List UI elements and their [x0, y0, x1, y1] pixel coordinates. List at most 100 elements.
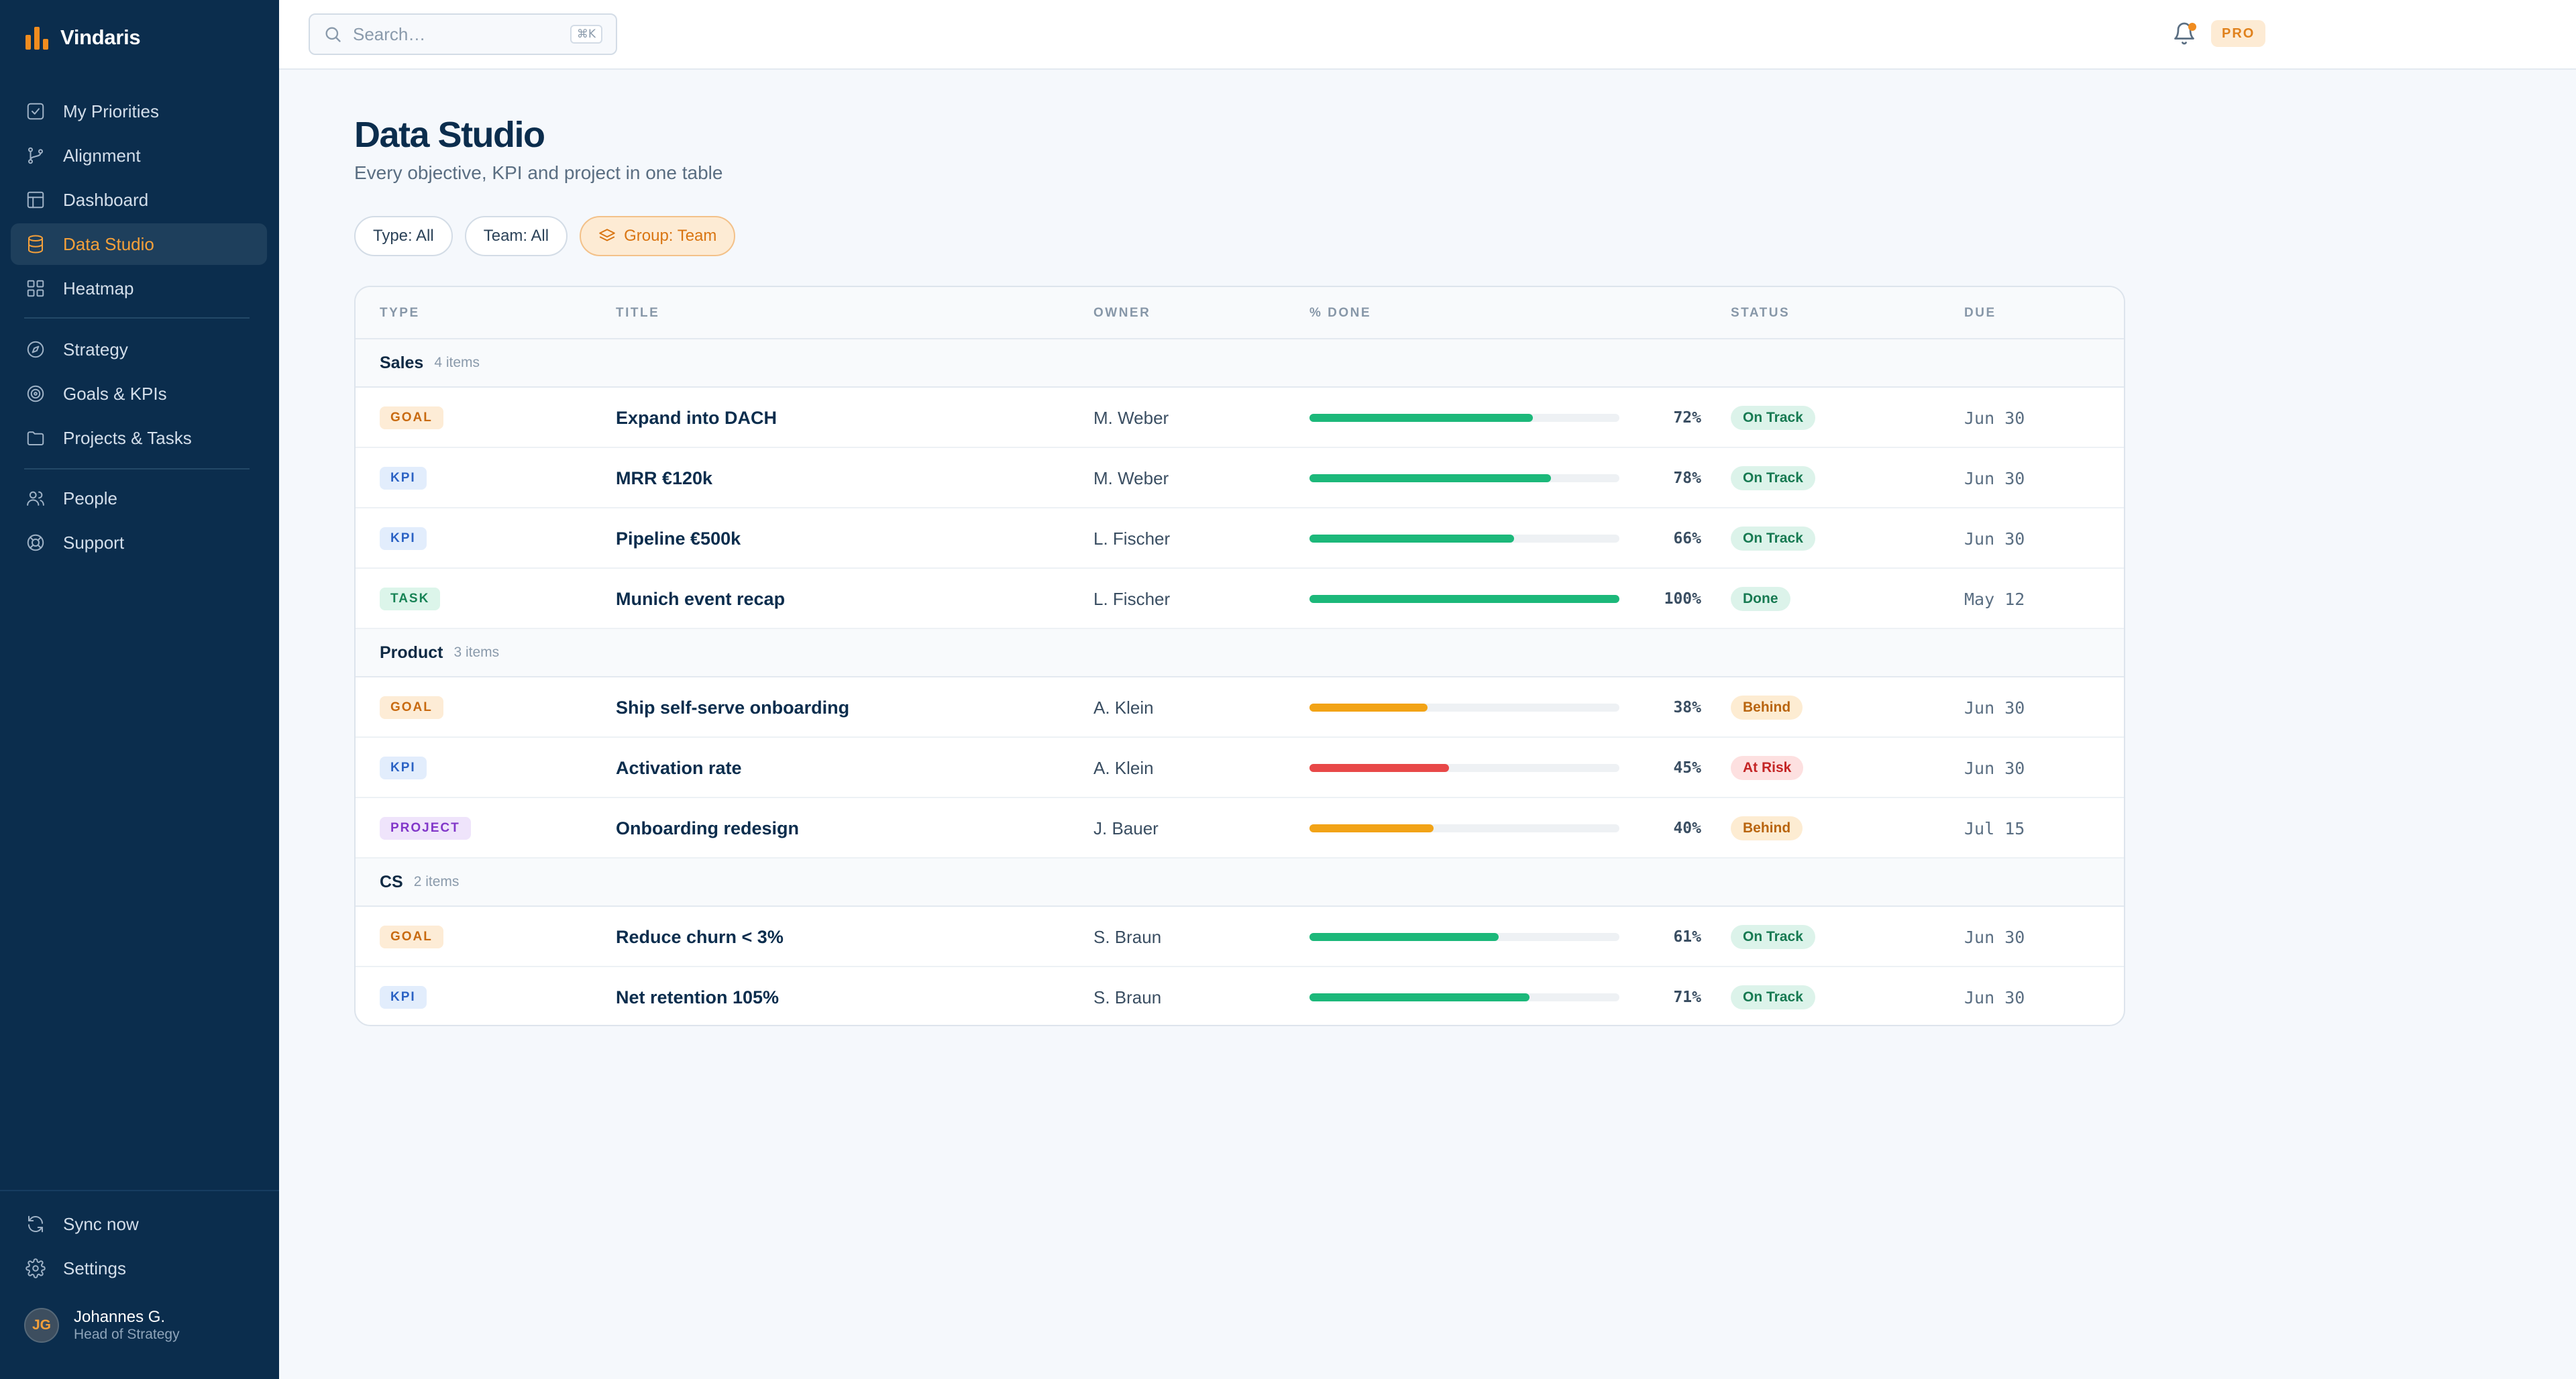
search-input[interactable] — [353, 23, 559, 45]
table-row[interactable]: GOAL Reduce churn < 3% S. Braun 61% On Track… — [356, 907, 2124, 967]
row-owner: M. Weber — [1093, 407, 1169, 428]
sidebar-item-label: People — [63, 488, 117, 508]
progress-fill — [1309, 704, 1428, 712]
bar-chart-logo-icon — [25, 27, 48, 50]
column-header-done[interactable]: % DONE — [1309, 306, 1372, 320]
group-name: CS — [380, 872, 403, 891]
row-title[interactable]: Munich event recap — [616, 588, 786, 609]
progress-fill — [1309, 764, 1449, 772]
search-shortcut-badge: ⌘K — [570, 25, 602, 44]
progress-track — [1309, 993, 1619, 1001]
row-title[interactable]: Pipeline €500k — [616, 528, 741, 549]
sidebar-item-alignment[interactable]: Alignment — [11, 135, 267, 176]
column-header-type[interactable]: TYPE — [380, 306, 420, 320]
table-row[interactable]: PROJECT Onboarding redesign J. Bauer 40% Beh… — [356, 798, 2124, 859]
progress-track — [1309, 764, 1619, 772]
page-subtitle: Every objective, KPI and project in one … — [354, 162, 723, 183]
nav-divider — [24, 317, 250, 319]
team-filter-chip[interactable]: Team: All — [464, 216, 568, 256]
sidebar-item-strategy[interactable]: Strategy — [11, 329, 267, 370]
sidebar-item-people[interactable]: People — [11, 478, 267, 519]
progress-cell: 78% — [1309, 448, 1712, 508]
search-box[interactable]: ⌘K — [309, 13, 617, 55]
brand-name: Vindaris — [60, 25, 141, 49]
status-badge: Behind — [1731, 816, 1803, 840]
table-row[interactable]: KPI MRR €120k M. Weber 78% On Track Jun 30 — [356, 448, 2124, 508]
type-filter-chip[interactable]: Type: All — [354, 216, 453, 256]
row-due-date: Jun 30 — [1964, 987, 2025, 1007]
brand[interactable]: Vindaris — [24, 24, 141, 51]
row-owner: J. Bauer — [1093, 818, 1159, 838]
table-row[interactable]: GOAL Ship self-serve onboarding A. Klein 38… — [356, 677, 2124, 738]
progress-fill — [1309, 824, 1434, 832]
table-row[interactable]: KPI Activation rate A. Klein 45% At Risk Jun … — [356, 738, 2124, 798]
row-due-date: Jun 30 — [1964, 529, 2025, 549]
sidebar-item-label: Alignment — [63, 145, 141, 166]
group-header-product[interactable]: Product 3 items — [356, 629, 2124, 677]
table-row[interactable]: TASK Munich event recap L. Fischer 100% Done… — [356, 569, 2124, 629]
progress-percent: 71% — [1673, 989, 1701, 1006]
table-row[interactable]: KPI Pipeline €500k L. Fischer 66% On Track Ju… — [356, 508, 2124, 569]
sidebar-item-label: Data Studio — [63, 233, 154, 254]
column-header-status[interactable]: STATUS — [1731, 306, 1790, 320]
user-role: Head of Strategy — [74, 1327, 180, 1342]
sidebar-item-sync-now[interactable]: Sync now — [11, 1203, 267, 1245]
progress-cell: 38% — [1309, 677, 1712, 738]
bell-icon[interactable] — [2172, 21, 2196, 46]
sidebar-item-label: Sync now — [63, 1213, 139, 1234]
progress-fill — [1309, 993, 1530, 1001]
sidebar-item-dashboard[interactable]: Dashboard — [11, 179, 267, 221]
group-header-sales[interactable]: Sales 4 items — [356, 339, 2124, 388]
row-owner: S. Braun — [1093, 987, 1162, 1007]
git-branch-icon — [28, 147, 43, 164]
lifebuoy-icon — [27, 534, 44, 551]
group-name: Product — [380, 643, 443, 662]
group-header-cs[interactable]: CS 2 items — [356, 859, 2124, 907]
sidebar-item-support[interactable]: Support — [11, 522, 267, 563]
gear-icon — [25, 1258, 46, 1278]
row-title[interactable]: Net retention 105% — [616, 987, 780, 1007]
plan-badge: PRO — [2211, 20, 2266, 47]
row-title[interactable]: Expand into DACH — [616, 407, 777, 428]
table-row[interactable]: GOAL Expand into DACH M. Weber 72% On Track J… — [356, 388, 2124, 448]
sidebar-item-data-studio[interactable]: Data Studio — [11, 223, 267, 265]
row-owner: M. Weber — [1093, 467, 1169, 488]
progress-track — [1309, 824, 1619, 832]
row-owner: S. Braun — [1093, 926, 1162, 947]
sidebar-item-label: Dashboard — [63, 189, 149, 210]
progress-fill — [1309, 474, 1552, 482]
sidebar-item-my-priorities[interactable]: My Priorities — [11, 91, 267, 132]
sidebar-item-label: Heatmap — [63, 278, 134, 298]
grid-icon — [27, 280, 44, 297]
group-by-label: Group: Team — [624, 227, 717, 245]
row-title[interactable]: Activation rate — [616, 757, 742, 778]
table-row[interactable]: KPI Net retention 105% S. Braun 71% On Track… — [356, 967, 2124, 1025]
status-badge: On Track — [1731, 406, 1815, 430]
sidebar-item-goals-and-kpis[interactable]: Goals & KPIs — [11, 373, 267, 415]
sidebar: Vindaris My Priorities Alignment Dashboard… — [0, 0, 279, 1379]
sidebar-item-projects-and-tasks[interactable]: Projects & Tasks — [11, 417, 267, 459]
progress-percent: 78% — [1673, 470, 1701, 487]
row-due-date: Jul 15 — [1964, 818, 2025, 838]
column-header-title[interactable]: TITLE — [616, 306, 660, 320]
row-title[interactable]: Ship self-serve onboarding — [616, 697, 850, 718]
column-header-owner[interactable]: OWNER — [1093, 306, 1151, 320]
column-header-due[interactable]: DUE — [1964, 306, 1996, 320]
user-profile[interactable]: JG Johannes G. Head of Strategy — [24, 1308, 180, 1343]
search-icon — [325, 27, 341, 42]
row-due-date: Jun 30 — [1964, 927, 2025, 947]
row-title[interactable]: Reduce churn < 3% — [616, 926, 784, 947]
group-by-chip[interactable]: Group: Team — [580, 216, 736, 256]
row-title[interactable]: Onboarding redesign — [616, 818, 800, 838]
sidebar-item-label: My Priorities — [63, 101, 160, 121]
sidebar-item-settings[interactable]: Settings — [11, 1248, 267, 1289]
group-name: Sales — [380, 353, 424, 372]
progress-percent: 61% — [1673, 928, 1701, 946]
row-due-date: Jun 30 — [1964, 698, 2025, 718]
type-badge: GOAL — [380, 406, 443, 429]
progress-percent: 38% — [1673, 699, 1701, 716]
progress-percent: 40% — [1673, 820, 1701, 837]
row-title[interactable]: MRR €120k — [616, 467, 713, 488]
sidebar-item-label: Strategy — [63, 339, 128, 360]
sidebar-item-heatmap[interactable]: Heatmap — [11, 268, 267, 309]
